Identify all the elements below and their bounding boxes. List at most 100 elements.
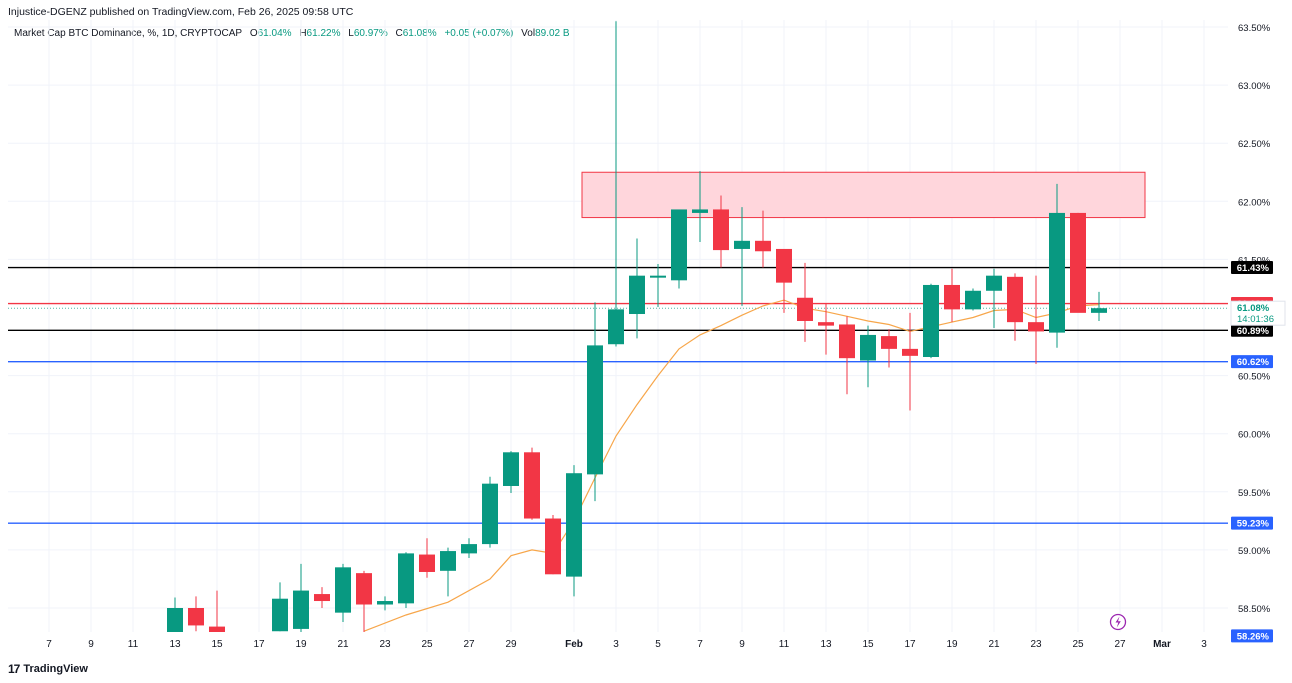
x-tick-label: 17 <box>253 639 265 650</box>
x-tick-label: 27 <box>463 639 475 650</box>
y-tick-label: 62.50% <box>1238 139 1271 150</box>
x-tick-label: 19 <box>946 639 958 650</box>
y-tick-label: 60.50% <box>1238 372 1271 383</box>
candle-body <box>524 452 540 519</box>
moving-average-line <box>363 299 1100 632</box>
y-tick-label: 63.00% <box>1238 81 1271 92</box>
x-tick-label: 7 <box>697 639 703 650</box>
last-price-label: 61.08% <box>1237 303 1270 314</box>
candle-body <box>776 248 792 283</box>
x-tick-label: 21 <box>988 639 1000 650</box>
x-tick-label: 15 <box>211 639 223 650</box>
low-value: 60.97% <box>353 28 388 39</box>
candle-body <box>398 553 414 604</box>
candle-body <box>314 594 330 602</box>
candle-body <box>587 345 603 475</box>
candle-body <box>419 554 435 572</box>
countdown-label: 14:01:36 <box>1237 314 1274 325</box>
high-value: 61.22% <box>306 28 341 39</box>
resistance-zone <box>581 171 1146 219</box>
x-tick-label: 7 <box>46 639 52 650</box>
candle-body <box>209 626 225 632</box>
candle-body <box>1007 276 1023 323</box>
candle-body <box>503 452 519 486</box>
level-label-blue: 59.23% <box>1237 519 1270 530</box>
candle-body <box>461 544 477 554</box>
level-label-blue: 58.26% <box>1237 631 1270 642</box>
x-tick-label: 15 <box>862 639 874 650</box>
tradingview-brand: TradingView <box>23 663 88 675</box>
level-label-black: 61.43% <box>1237 263 1270 274</box>
level-label-blue-bg <box>1231 629 1273 643</box>
candle-body <box>944 284 960 310</box>
candle-body <box>293 590 309 629</box>
x-tick-label: 29 <box>505 639 517 650</box>
candle-body <box>188 608 204 626</box>
candle-body <box>608 309 624 345</box>
level-label-blue: 60.62% <box>1237 357 1270 368</box>
candle-body <box>545 518 561 575</box>
candle-body <box>482 483 498 545</box>
candle-body <box>335 567 351 613</box>
candle-body <box>272 598 288 632</box>
level-label-black-bg <box>1231 261 1273 275</box>
candle-body <box>839 324 855 359</box>
candle-body <box>1070 212 1086 313</box>
candle-body <box>692 209 708 213</box>
candle-body <box>671 209 687 281</box>
candle-body <box>167 608 183 632</box>
x-tick-label: 11 <box>128 639 139 650</box>
candle-body <box>1049 212 1065 333</box>
x-tick-label: 23 <box>379 639 391 650</box>
x-tick-label: 19 <box>295 639 307 650</box>
symbol-legend: Market Cap BTC Dominance, %, 1D, CRYPTOC… <box>14 28 570 39</box>
y-tick-label: 61.50% <box>1238 255 1271 266</box>
open-label: O <box>249 28 258 39</box>
x-tick-label: 13 <box>820 639 832 650</box>
y-tick-label: 60.00% <box>1238 430 1271 441</box>
candle-body <box>356 573 372 605</box>
candle-body <box>881 336 897 349</box>
candle-body <box>818 322 834 326</box>
x-tick-label: 3 <box>613 639 619 650</box>
candle-body <box>755 240 771 252</box>
y-tick-label: 62.00% <box>1238 197 1271 208</box>
candle-body <box>650 275 666 278</box>
candle-body <box>986 275 1002 291</box>
candle-body <box>902 348 918 356</box>
x-tick-label: 25 <box>421 639 433 650</box>
x-tick-label: Feb <box>565 639 583 650</box>
lightning-bolt-icon <box>1115 616 1121 628</box>
volume-label: Vol <box>521 28 536 39</box>
change-value: +0.05 (+0.07%) <box>444 28 514 39</box>
candle-body <box>377 601 393 605</box>
y-tick-label: 58.50% <box>1238 604 1271 615</box>
high-label: H <box>299 28 307 39</box>
plot-area <box>8 21 1228 632</box>
level-label-black-bg <box>1231 323 1273 337</box>
last-price-box <box>1230 300 1286 326</box>
close-value: 61.08% <box>402 28 437 39</box>
tradingview-logo[interactable]: 17 TradingView <box>8 662 88 676</box>
candle-body <box>734 240 750 249</box>
candle-body <box>923 284 939 358</box>
close-label: C <box>395 28 403 39</box>
x-tick-label: 27 <box>1114 639 1126 650</box>
symbol-title: Market Cap BTC Dominance, %, 1D, CRYPTOC… <box>14 28 243 39</box>
volume-value: 89.02 B <box>535 28 570 39</box>
level-label-blue-bg <box>1231 355 1273 369</box>
x-tick-label: 5 <box>655 639 661 650</box>
candle-body <box>965 290 981 310</box>
y-tick-label: 63.50% <box>1238 23 1271 34</box>
x-tick-label: 17 <box>904 639 916 650</box>
candle-body <box>860 334 876 361</box>
candle-body <box>797 297 813 321</box>
x-tick-label: Mar <box>1153 639 1171 650</box>
x-tick-label: 13 <box>169 639 181 650</box>
level-label-black: 60.89% <box>1237 326 1270 337</box>
low-label: L <box>348 28 354 39</box>
level-label-blue-bg <box>1231 516 1273 530</box>
open-value: 61.04% <box>257 28 292 39</box>
candle-body <box>566 473 582 577</box>
